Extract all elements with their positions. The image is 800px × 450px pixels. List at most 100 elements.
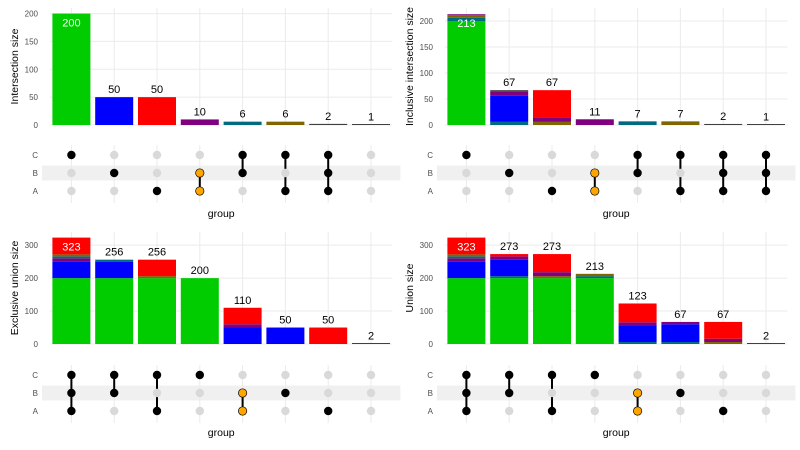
y-tick-label: 0 [429, 121, 434, 130]
matrix-dot-active [505, 388, 514, 398]
matrix-dot-inactive [366, 370, 376, 380]
bar-segment-red [533, 90, 571, 118]
bar-segment-red [447, 237, 486, 255]
matrix-dot-inactive [195, 388, 204, 398]
set-label: B [33, 389, 38, 398]
bar-segment-teal [661, 342, 700, 344]
bar-value-label: 256 [148, 247, 166, 259]
matrix-dot-inactive [505, 150, 514, 160]
matrix-dot-inactive [676, 370, 685, 380]
matrix-dot-active [590, 186, 600, 196]
bar-segment-purple [533, 272, 571, 277]
bar-segment-teal [618, 121, 657, 125]
bar-segment-green [95, 278, 134, 344]
matrix-dot-inactive [676, 406, 685, 416]
matrix-dot-inactive [238, 370, 247, 380]
matrix-dot-active [462, 406, 471, 416]
bar-value-label: 200 [62, 18, 80, 30]
bar-segment-green [138, 278, 176, 344]
matrix-dot-active [676, 150, 685, 160]
matrix-dot-active [67, 388, 76, 398]
matrix-dot-inactive [152, 150, 162, 160]
bar-segment-gray_bar [309, 123, 348, 125]
matrix-dot-inactive [281, 370, 290, 380]
set-label: C [427, 371, 433, 380]
set-label: A [428, 187, 434, 196]
matrix-dot-inactive [67, 186, 76, 196]
matrix-dot-active [110, 370, 119, 380]
matrix-dot-active [195, 370, 204, 380]
matrix-dot-active [633, 388, 643, 398]
matrix-dot-inactive [547, 388, 557, 398]
bar-value-label: 2 [720, 111, 726, 123]
matrix-dot-active [152, 406, 162, 416]
matrix-dot-active [590, 370, 599, 380]
bar-value-label: 67 [674, 309, 686, 321]
y-tick-label: 100 [420, 69, 434, 78]
bar-segment-olive [704, 342, 743, 344]
bar-value-label: 50 [151, 84, 163, 96]
set-label: A [428, 407, 434, 416]
x-axis-title: group [208, 208, 235, 220]
bar-value-label: 67 [546, 77, 558, 89]
bar-value-label: 2 [368, 330, 374, 342]
bar-value-label: 273 [543, 241, 561, 253]
matrix-dot-active [324, 168, 333, 178]
matrix-dot-active [152, 186, 162, 196]
matrix-dot-inactive [366, 186, 376, 196]
bar-segment-purple [490, 91, 529, 96]
bar-segment-purple [180, 119, 219, 125]
matrix-dot-active [281, 150, 290, 160]
set-label: B [33, 169, 38, 178]
matrix-dot-active [761, 150, 771, 160]
matrix-dot-inactive [238, 186, 247, 196]
matrix-dot-active [676, 186, 685, 196]
bar-segment-blue [95, 261, 134, 279]
matrix-dot-inactive [761, 388, 771, 398]
bar-segment-blue [661, 324, 700, 343]
bar-segment-purple [661, 321, 700, 325]
matrix-dot-active [505, 168, 514, 178]
y-tick-label: 100 [420, 307, 434, 316]
set-label: C [32, 151, 38, 160]
matrix-dot-inactive [152, 388, 162, 398]
matrix-dot-inactive [462, 168, 471, 178]
bar-value-label: 6 [240, 109, 246, 121]
matrix-stripe [437, 385, 796, 401]
bar-segment-teal [447, 17, 486, 21]
bar-value-label: 67 [717, 309, 729, 321]
matrix-dot-active [281, 186, 290, 196]
matrix-dot-active [238, 150, 247, 160]
bar-segment-olive [661, 121, 700, 125]
bar-segment-purple [533, 117, 571, 122]
matrix-dot-active [195, 186, 205, 196]
matrix-dot-inactive [110, 186, 119, 196]
bar-segment-red [704, 321, 743, 339]
matrix-dot-active [633, 168, 642, 178]
bar-segment-green [447, 278, 486, 344]
matrix-dot-active [547, 186, 557, 196]
matrix-stripe [437, 165, 796, 181]
bar-segment-olive [447, 15, 486, 18]
y-tick-label: 300 [420, 241, 434, 250]
matrix-dot-active [195, 168, 205, 178]
matrix-dot-active [633, 406, 643, 416]
bar-segment-blue [95, 97, 134, 125]
matrix-dot-inactive [67, 168, 76, 178]
y-axis-title: Intersection size [9, 28, 21, 104]
bar-segment-red [138, 97, 176, 125]
matrix-dot-active [238, 406, 248, 416]
matrix-dot-active [110, 388, 119, 398]
bar-value-label: 256 [105, 247, 123, 259]
matrix-dot-active [676, 388, 685, 398]
bar-value-label: 1 [368, 111, 374, 123]
matrix-dot-inactive [152, 168, 162, 178]
bar-segment-teal [447, 256, 486, 259]
matrix-dot-inactive [505, 186, 514, 196]
y-tick-label: 100 [25, 65, 39, 74]
matrix-dot-active [238, 168, 247, 178]
bar-segment-red [533, 254, 571, 273]
bar-segment-gray_bar [490, 90, 529, 92]
bar-value-label: 110 [234, 295, 252, 307]
panel-exclusive-union: 0 100 200 300 Exclusive union size 323 256 256 2… [9, 232, 401, 439]
